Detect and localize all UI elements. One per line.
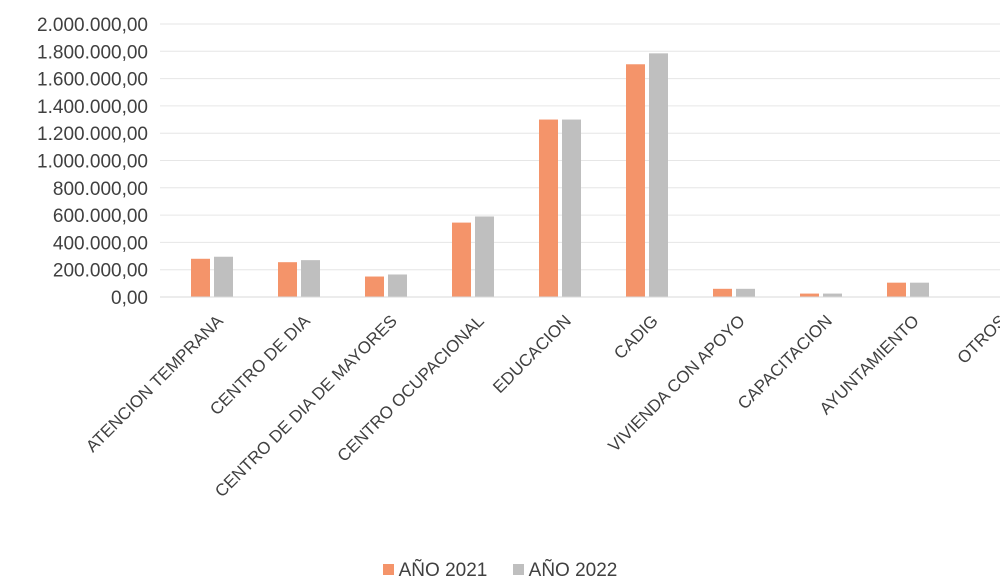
bars bbox=[191, 53, 929, 297]
x-category-label: CENTRO DE DIA DE MAYORES bbox=[211, 311, 401, 501]
bar-2021 bbox=[713, 288, 732, 297]
bar-2021 bbox=[800, 293, 819, 297]
bar-2022 bbox=[823, 293, 842, 297]
bar-2021 bbox=[887, 282, 906, 297]
legend-item-2021: AÑO 2021 bbox=[382, 560, 488, 582]
y-axis-ticks: 0,00 200.000,00 400.000,00 600.000,00 800.00… bbox=[37, 15, 148, 309]
bar-2022 bbox=[388, 274, 407, 297]
legend-swatch-2021 bbox=[382, 564, 394, 575]
y-tick-label: 0,00 bbox=[111, 288, 148, 309]
legend-item-2022: AÑO 2022 bbox=[512, 560, 618, 582]
bar-2022 bbox=[562, 119, 581, 297]
y-tick-label: 400.000,00 bbox=[53, 233, 148, 254]
x-category-label: CENTRO OCUPACIONAL bbox=[334, 311, 488, 465]
bar-2021 bbox=[452, 222, 471, 297]
bar-2021 bbox=[626, 64, 645, 297]
bar-2022 bbox=[736, 288, 755, 297]
y-tick-label: 1.000.000,00 bbox=[37, 152, 148, 173]
bar-2021 bbox=[365, 276, 384, 297]
bar-2022 bbox=[649, 53, 668, 297]
y-tick-label: 600.000,00 bbox=[53, 206, 148, 227]
y-tick-label: 1.600.000,00 bbox=[37, 70, 148, 91]
bar-2022 bbox=[214, 256, 233, 297]
legend-label-2021: AÑO 2021 bbox=[398, 560, 488, 581]
bar-2022 bbox=[475, 216, 494, 297]
legend: AÑO 2021 AÑO 2022 bbox=[0, 560, 1000, 582]
bar-2022 bbox=[910, 282, 929, 297]
x-category-label: ATENCION TEMPRANA bbox=[82, 311, 227, 456]
x-category-label: OTROS bbox=[954, 311, 1000, 367]
y-tick-label: 2.000.000,00 bbox=[37, 15, 148, 36]
y-tick-label: 1.800.000,00 bbox=[37, 42, 148, 63]
bar-2021 bbox=[278, 262, 297, 297]
y-tick-label: 200.000,00 bbox=[53, 261, 148, 282]
y-tick-label: 1.200.000,00 bbox=[37, 124, 148, 145]
x-category-label: CADIG bbox=[610, 311, 662, 363]
legend-label-2022: AÑO 2022 bbox=[528, 560, 618, 581]
bar-2021 bbox=[539, 119, 558, 297]
x-category-label: CAPACITACION bbox=[734, 311, 836, 413]
bar-2022 bbox=[301, 260, 320, 297]
y-tick-label: 1.400.000,00 bbox=[37, 97, 148, 118]
y-tick-label: 800.000,00 bbox=[53, 179, 148, 200]
bar-2021 bbox=[191, 258, 210, 297]
legend-swatch-2022 bbox=[512, 564, 524, 575]
x-category-label: EDUCACION bbox=[489, 311, 575, 397]
bar-chart: 0,00 200.000,00 400.000,00 600.000,00 800.00… bbox=[37, 15, 1000, 501]
